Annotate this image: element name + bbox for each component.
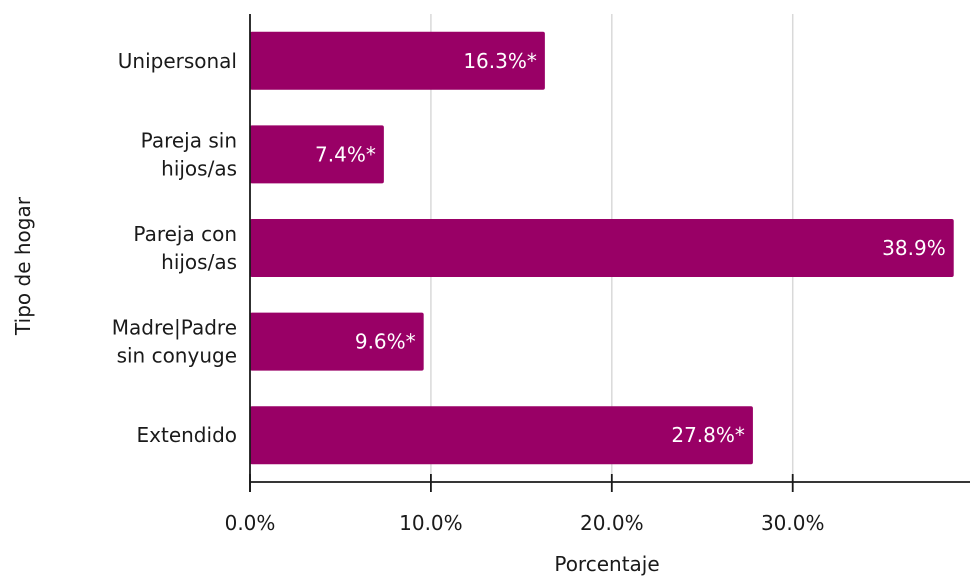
bars: 16.3%* 7.4%* 38.9% 9.6%* 27.8%* <box>250 31 954 465</box>
y-axis-title: Tipo de hogar <box>11 196 35 336</box>
category-label-0: Unipersonal <box>118 49 237 73</box>
x-tick-label-3: 30.0% <box>761 511 825 535</box>
x-tick-label-2: 20.0% <box>580 511 644 535</box>
bar-0 <box>250 31 545 90</box>
category-label-1: Pareja sin hijos/as <box>141 128 237 180</box>
bar-value-label-0: 16.3%* <box>463 49 537 73</box>
bar-value-label-2: 38.9% <box>882 236 946 260</box>
x-tick-label-0: 0.0% <box>225 511 276 535</box>
bar-1 <box>250 125 384 184</box>
category-label-4: Extendido <box>137 423 237 447</box>
bar-2 <box>250 219 954 277</box>
bar-4 <box>250 406 753 465</box>
bar-value-label-1: 7.4%* <box>315 142 376 166</box>
bar-value-label-4: 27.8%* <box>671 423 745 447</box>
bar-value-label-3: 9.6%* <box>355 330 416 354</box>
x-tick-label-1: 10.0% <box>399 511 463 535</box>
category-label-2: Pareja con hijos/as <box>133 222 237 274</box>
bar-3 <box>250 312 424 371</box>
x-axis-title: Porcentaje <box>554 552 659 576</box>
axes <box>249 14 970 492</box>
x-tick-labels: 0.0% 10.0% 20.0% 30.0% <box>225 511 825 535</box>
category-labels: Unipersonal Pareja sin hijos/as Pareja con h… <box>112 49 237 447</box>
category-label-3: Madre|Padre sin conyuge <box>112 316 237 368</box>
